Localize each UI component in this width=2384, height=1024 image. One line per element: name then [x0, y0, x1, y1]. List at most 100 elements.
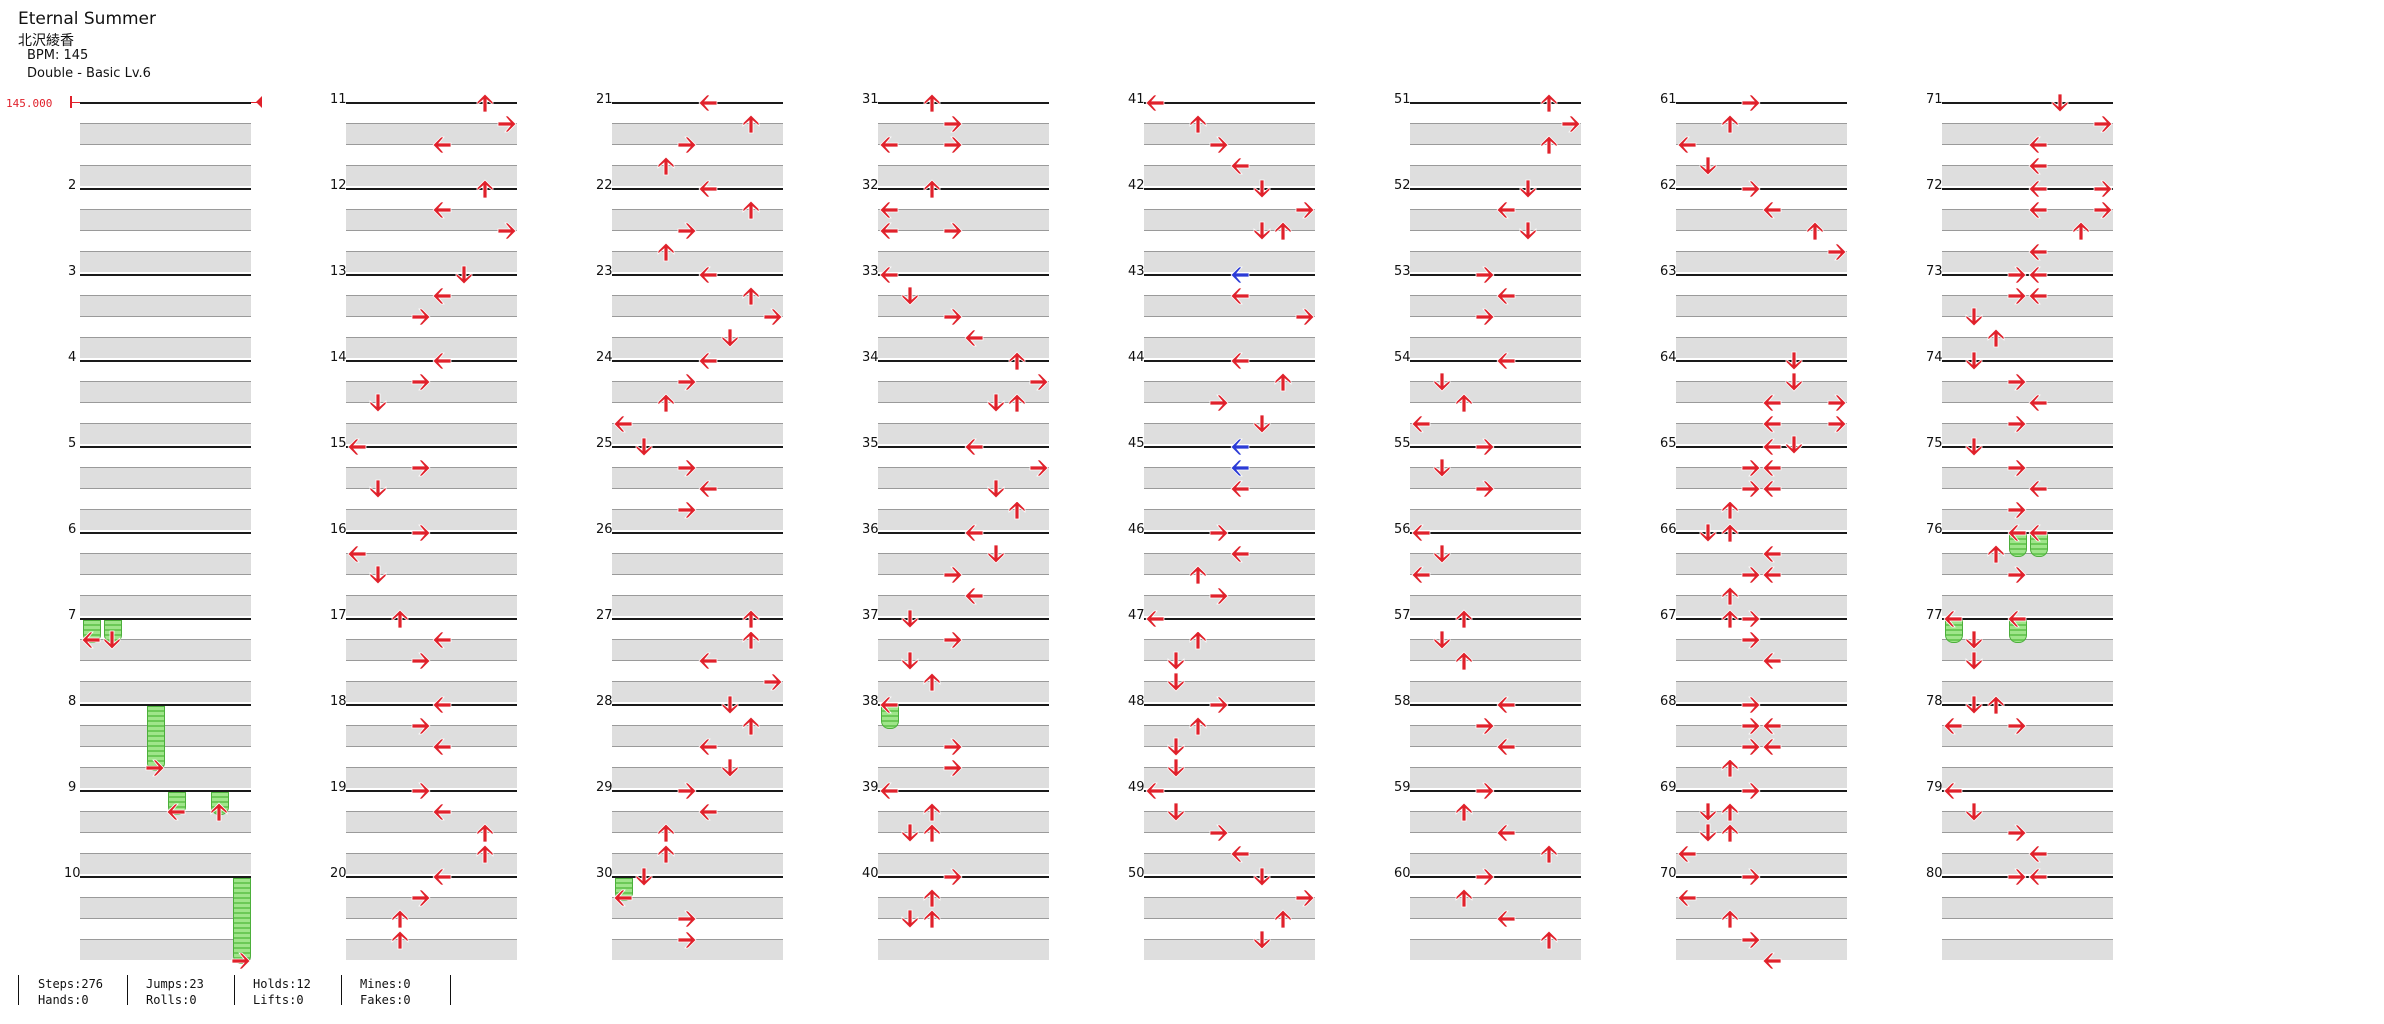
up-arrow-icon [1454, 802, 1474, 822]
right-arrow-icon [677, 135, 697, 155]
left-arrow-icon [2028, 242, 2048, 262]
left-arrow-icon [613, 414, 633, 434]
measure-number: 72 [1926, 178, 1943, 193]
measure [1676, 532, 1847, 616]
measure [878, 102, 1049, 186]
left-arrow-icon [964, 523, 984, 543]
left-arrow-icon [964, 328, 984, 348]
right-arrow-icon [1741, 867, 1761, 887]
measure-number: 71 [1926, 92, 1943, 107]
right-arrow-icon [763, 307, 783, 327]
measure-number: 79 [1926, 780, 1943, 795]
left-arrow-icon [432, 135, 452, 155]
stat-steps: Steps:276 [38, 977, 104, 991]
right-arrow-icon [677, 781, 697, 801]
measure-number: 73 [1926, 264, 1943, 279]
measure-number: 11 [330, 92, 347, 107]
stat-fakes: Fakes:0 [360, 993, 411, 1007]
right-arrow-icon [411, 716, 431, 736]
measure-number: 22 [596, 178, 613, 193]
measure-number: 74 [1926, 350, 1943, 365]
measure-number: 18 [330, 694, 347, 709]
up-arrow-icon [475, 179, 495, 199]
measure [1410, 704, 1581, 788]
up-arrow-icon [1720, 500, 1740, 520]
left-arrow-icon [879, 265, 899, 285]
measure [346, 188, 517, 272]
down-arrow-icon [986, 544, 1006, 564]
right-arrow-icon [943, 135, 963, 155]
left-arrow-icon [1762, 651, 1782, 671]
left-arrow-icon [1496, 351, 1516, 371]
down-arrow-icon [1252, 867, 1272, 887]
right-arrow-icon [411, 458, 431, 478]
down-arrow-icon [1166, 737, 1186, 757]
left-arrow-icon [2007, 523, 2027, 543]
measure [1942, 790, 2113, 874]
left-arrow-icon [432, 867, 452, 887]
stats-separator [18, 975, 19, 1005]
left-arrow-icon [1145, 609, 1165, 629]
measure [878, 274, 1049, 358]
right-arrow-icon [1475, 307, 1495, 327]
measure-number: 56 [1394, 522, 1411, 537]
left-arrow-icon [1230, 844, 1250, 864]
right-arrow-icon [943, 867, 963, 887]
right-arrow-icon [2007, 565, 2027, 585]
measure [1410, 790, 1581, 874]
up-arrow-icon [922, 888, 942, 908]
right-arrow-icon [1827, 393, 1847, 413]
right-arrow-icon [1209, 523, 1229, 543]
right-arrow-icon [1295, 888, 1315, 908]
down-arrow-icon [986, 479, 1006, 499]
measure-number: 62 [1660, 178, 1677, 193]
right-arrow-icon [1209, 695, 1229, 715]
down-arrow-icon [1964, 651, 1984, 671]
stat-mines: Mines:0 [360, 977, 411, 991]
right-arrow-icon [1741, 695, 1761, 715]
measure [1144, 876, 1315, 960]
up-arrow-icon [922, 909, 942, 929]
down-arrow-icon [1432, 630, 1452, 650]
left-arrow-icon [2028, 265, 2048, 285]
measure [80, 360, 251, 444]
measure [1144, 360, 1315, 444]
measure [346, 876, 517, 960]
left-arrow-icon [698, 802, 718, 822]
measure [612, 274, 783, 358]
left-arrow-icon [432, 351, 452, 371]
measure [612, 188, 783, 272]
left-arrow-icon [2028, 523, 2048, 543]
right-arrow-icon [2093, 114, 2113, 134]
measure [612, 704, 783, 788]
up-arrow-icon [656, 823, 676, 843]
left-arrow-icon [879, 781, 899, 801]
measure-number: 37 [862, 608, 879, 623]
right-arrow-icon [763, 672, 783, 692]
up-arrow-icon [1986, 695, 2006, 715]
right-arrow-icon [411, 781, 431, 801]
down-arrow-icon [720, 328, 740, 348]
right-arrow-icon [1827, 242, 1847, 262]
up-arrow-icon [1720, 523, 1740, 543]
left-arrow-icon [2028, 200, 2048, 220]
left-arrow-icon [1762, 200, 1782, 220]
right-arrow-icon [677, 458, 697, 478]
right-arrow-icon [943, 565, 963, 585]
measure-number: 46 [1128, 522, 1145, 537]
left-arrow-icon [1230, 351, 1250, 371]
left-arrow-icon [964, 586, 984, 606]
bpm-change-label: 145.000 [6, 97, 53, 110]
measure [612, 876, 783, 960]
down-arrow-icon [1166, 672, 1186, 692]
left-arrow-icon [2028, 286, 2048, 306]
up-arrow-icon [741, 200, 761, 220]
up-arrow-icon [1720, 758, 1740, 778]
down-arrow-icon [1166, 802, 1186, 822]
song-difficulty: Double - Basic Lv.6 [27, 66, 151, 81]
left-arrow-icon [1762, 393, 1782, 413]
right-arrow-icon [677, 221, 697, 241]
right-arrow-icon [1741, 458, 1761, 478]
left-arrow-icon [613, 888, 633, 908]
song-bpm: BPM: 145 [27, 48, 89, 63]
